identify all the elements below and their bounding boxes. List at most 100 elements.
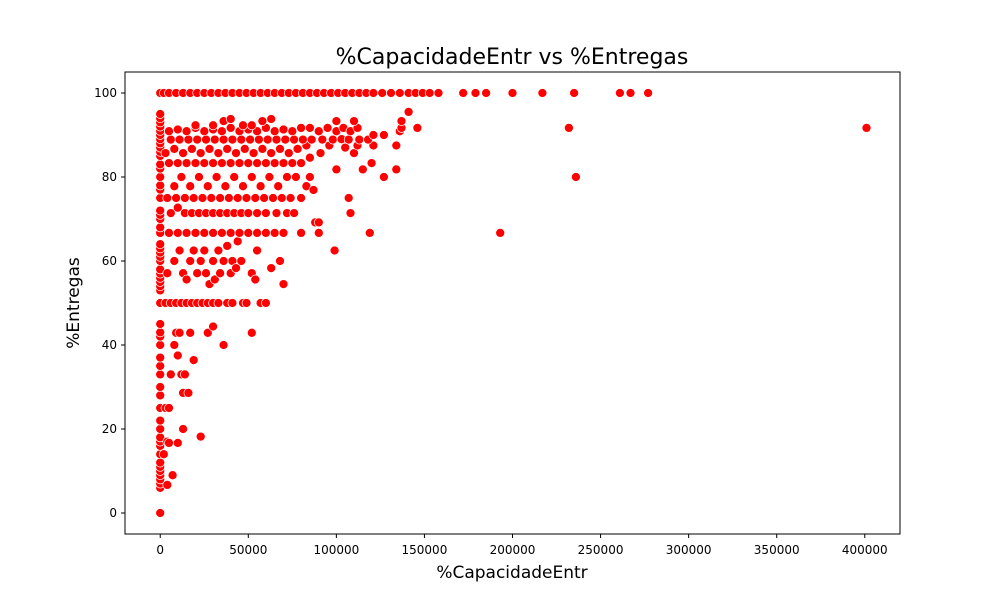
data-point — [172, 438, 183, 448]
data-point — [224, 193, 234, 203]
data-point — [188, 193, 199, 203]
data-point — [155, 319, 166, 329]
data-point — [197, 193, 208, 203]
data-point — [155, 172, 166, 182]
data-point — [254, 134, 264, 145]
x-axis-label: %CapacidadeEntr — [436, 563, 587, 583]
data-point — [188, 355, 199, 365]
data-point — [164, 158, 174, 168]
data-point — [239, 144, 250, 154]
data-point — [291, 172, 301, 182]
data-point — [232, 236, 243, 247]
data-point — [331, 164, 342, 175]
data-point — [269, 158, 280, 168]
data-point — [386, 88, 396, 98]
y-axis-label: %Entregas — [64, 257, 84, 349]
x-tick-label: 200000 — [490, 543, 536, 557]
data-point — [215, 268, 225, 279]
data-point — [296, 193, 306, 203]
data-point — [261, 208, 271, 218]
data-point — [185, 181, 196, 192]
data-point — [357, 164, 368, 175]
data-point — [199, 228, 210, 238]
data-point — [155, 457, 166, 468]
data-point — [308, 185, 319, 195]
data-point — [261, 298, 271, 308]
data-point — [218, 256, 229, 266]
data-point — [158, 449, 169, 460]
data-point — [246, 327, 257, 338]
data-point — [391, 140, 402, 151]
data-point — [345, 208, 356, 218]
chart-title: %CapacidadeEntr vs %Entregas — [336, 45, 689, 70]
data-point — [261, 228, 271, 238]
data-point — [282, 172, 292, 182]
data-point — [266, 114, 277, 124]
data-point — [280, 134, 291, 145]
y-tick-label: 60 — [102, 254, 117, 268]
y-tick-label: 0 — [109, 506, 117, 520]
data-point — [171, 193, 181, 203]
data-point — [340, 142, 351, 153]
data-point — [317, 134, 328, 145]
data-point — [246, 120, 257, 131]
data-point — [155, 222, 166, 233]
data-point — [165, 134, 176, 145]
data-point — [222, 241, 233, 251]
data-point — [181, 126, 192, 137]
data-point — [217, 126, 227, 137]
data-point — [192, 268, 203, 279]
data-point — [201, 134, 211, 145]
data-point — [625, 88, 636, 98]
data-point — [215, 193, 225, 203]
data-point — [208, 256, 218, 266]
data-point — [222, 144, 233, 154]
data-point — [188, 245, 199, 256]
data-point — [155, 352, 166, 363]
data-point — [201, 268, 211, 279]
data-point — [155, 424, 166, 434]
data-point — [287, 158, 298, 168]
data-point — [377, 88, 388, 98]
data-point — [172, 350, 183, 361]
x-tick-label: 350000 — [754, 543, 800, 557]
data-point — [379, 130, 389, 140]
data-point — [172, 228, 183, 238]
data-point — [273, 181, 284, 192]
data-point — [195, 431, 206, 442]
data-point — [257, 144, 268, 154]
data-point — [165, 369, 176, 380]
data-point — [217, 228, 227, 238]
data-point — [283, 148, 294, 158]
data-point — [271, 134, 282, 145]
data-point — [379, 172, 389, 182]
data-point — [246, 172, 257, 182]
data-point — [199, 245, 210, 256]
x-tick-label: 150000 — [402, 543, 448, 557]
data-point — [296, 228, 306, 238]
data-point — [199, 126, 210, 137]
data-point — [231, 263, 241, 273]
data-point — [241, 298, 252, 308]
data-point — [164, 126, 174, 137]
data-point — [206, 193, 217, 203]
data-point — [204, 144, 215, 154]
data-point — [252, 158, 262, 168]
data-point — [234, 158, 245, 168]
data-point — [276, 193, 287, 203]
data-point — [458, 88, 469, 98]
data-point — [278, 158, 289, 168]
data-point — [172, 202, 183, 213]
data-point — [162, 480, 173, 490]
data-point — [412, 123, 423, 133]
data-point — [238, 120, 248, 131]
data-point — [234, 228, 245, 238]
data-point — [164, 228, 174, 238]
data-point — [268, 193, 278, 203]
x-tick-label: 400000 — [842, 543, 888, 557]
data-point — [195, 148, 206, 158]
x-axis: 0 50000 100000 150000 200000 250000 300000 3500… — [156, 534, 888, 557]
data-point — [194, 172, 204, 182]
data-point — [289, 208, 299, 218]
